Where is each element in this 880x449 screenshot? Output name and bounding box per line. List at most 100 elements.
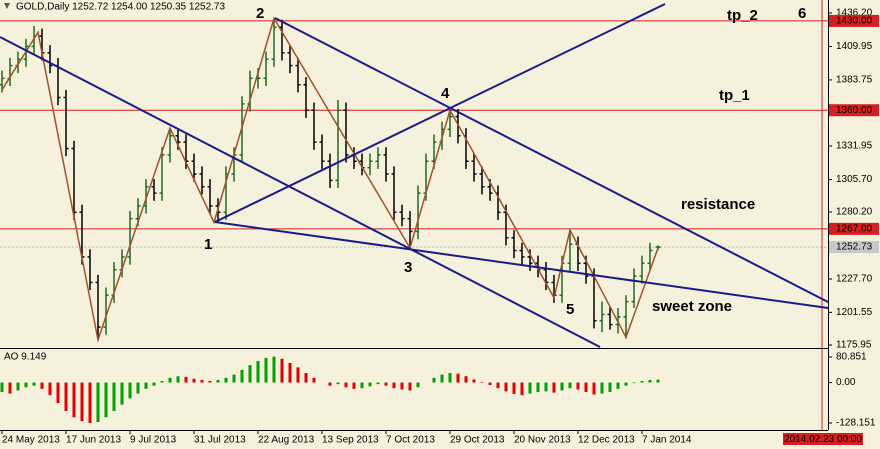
ao-bar <box>248 365 252 383</box>
ao-bar <box>104 382 108 418</box>
y-tick-label: 1175.95 <box>836 340 872 351</box>
ao-bar <box>584 382 588 393</box>
ao-bar <box>96 382 100 423</box>
ao-bar <box>120 382 124 405</box>
level-label: 1360.00 <box>836 105 873 116</box>
ao-bar <box>312 377 316 383</box>
ao-bar <box>528 382 532 394</box>
y-tick-label: -128.151 <box>836 418 876 429</box>
ao-bar <box>200 380 204 383</box>
ao-bar <box>112 382 116 411</box>
y-tick-label: 1280.20 <box>836 207 873 218</box>
x-tick-label: 13 Sep 2013 <box>322 435 379 446</box>
ao-bar <box>608 382 612 393</box>
x-tick-label: 24 May 2013 <box>2 435 60 446</box>
level-label: 1430.00 <box>836 16 873 27</box>
ao-bar <box>440 374 444 383</box>
ao-bar <box>168 377 172 383</box>
ao-bar <box>176 376 180 383</box>
current-price-label: 1252.73 <box>836 242 873 253</box>
annotation: 1 <box>204 236 212 253</box>
ao-bar <box>392 382 396 389</box>
ao-bar <box>8 382 12 394</box>
y-tick-label: 1305.70 <box>836 174 873 185</box>
ao-bar <box>208 380 212 383</box>
ao-bar <box>152 382 156 386</box>
x-tick-label: 12 Dec 2013 <box>578 435 635 446</box>
ao-bar <box>32 382 36 386</box>
annotation: tp_2 <box>727 7 758 24</box>
ao-bar <box>144 382 148 389</box>
annotation: 6 <box>798 5 806 22</box>
ao-bar <box>296 367 300 383</box>
ao-bar <box>256 361 260 383</box>
ao-bar <box>400 382 404 390</box>
ao-bar <box>448 373 452 383</box>
level-label-box <box>829 14 879 27</box>
x-tick-label: 31 Jul 2013 <box>194 435 246 446</box>
zigzag <box>1 16 659 343</box>
ao-bar <box>128 382 132 399</box>
ao-bar <box>600 382 604 394</box>
ao-bar <box>136 382 140 394</box>
ao-bar <box>16 382 20 391</box>
chart-header: GOLD,Daily 1252.72 1254.00 1250.35 1252.… <box>16 2 225 13</box>
y-tick-label: 80.851 <box>836 352 867 363</box>
ao-bar <box>496 382 500 389</box>
x-tick-label: 9 Jul 2013 <box>130 435 177 446</box>
y-tick-label: 1383.75 <box>836 75 873 86</box>
ao-bar <box>632 382 636 384</box>
ao-bar <box>72 382 76 418</box>
levels-layer <box>0 0 828 430</box>
ao-bar <box>304 373 308 383</box>
ao-bar <box>64 382 68 411</box>
ao-bar <box>544 382 548 392</box>
ao-bar <box>352 382 356 389</box>
ao-bar <box>464 376 468 383</box>
trend-line <box>0 36 601 348</box>
ao-bar <box>560 382 564 391</box>
ao-bar <box>224 377 228 383</box>
ao-bar <box>272 356 276 383</box>
ao-bar <box>0 382 4 393</box>
ao-bar <box>344 382 348 388</box>
marks-layer <box>0 16 661 423</box>
ao-bar <box>280 358 284 383</box>
ao-bar <box>40 382 44 389</box>
x-tick-label: 22 Aug 2013 <box>258 435 315 446</box>
ao-bar <box>568 382 572 389</box>
current-price-box <box>829 241 879 254</box>
annotation: 2 <box>256 5 264 22</box>
x-tick-label: 7 Jan 2014 <box>642 435 692 446</box>
ao-bar <box>552 382 556 393</box>
ao-bar <box>488 382 492 386</box>
ao-bar <box>24 382 28 388</box>
ao-bar <box>232 374 236 383</box>
level-label-box <box>829 222 879 235</box>
y-tick-label: 1227.70 <box>836 274 873 285</box>
ao-bar <box>80 382 84 422</box>
annotation: resistance <box>681 196 755 213</box>
trend-line <box>214 3 666 223</box>
ao-bar <box>536 382 540 393</box>
ao-bar <box>384 382 388 386</box>
time-marker-label: 2014.02.23 00:00 <box>784 434 862 445</box>
ao-bar <box>192 378 196 383</box>
x-tick-label: 20 Nov 2013 <box>514 435 571 446</box>
y-tick-label: 1331.95 <box>836 141 873 152</box>
ao-bar <box>184 376 188 383</box>
ao-bar <box>56 382 60 404</box>
ao-bar <box>520 382 524 396</box>
ao-bar <box>616 382 620 389</box>
ao-bar <box>328 382 332 386</box>
x-tick-label: 7 Oct 2013 <box>386 435 435 446</box>
annotation: tp_1 <box>719 87 750 104</box>
ao-bar <box>368 382 372 387</box>
ao-bar <box>456 373 460 383</box>
ao-bar <box>240 369 244 383</box>
annotation: sweet zone <box>652 298 732 315</box>
ao-bar <box>432 377 436 383</box>
ao-bar <box>264 357 268 383</box>
overlay-layer: 1436.201409.951383.751331.951305.701280.… <box>1 8 879 446</box>
